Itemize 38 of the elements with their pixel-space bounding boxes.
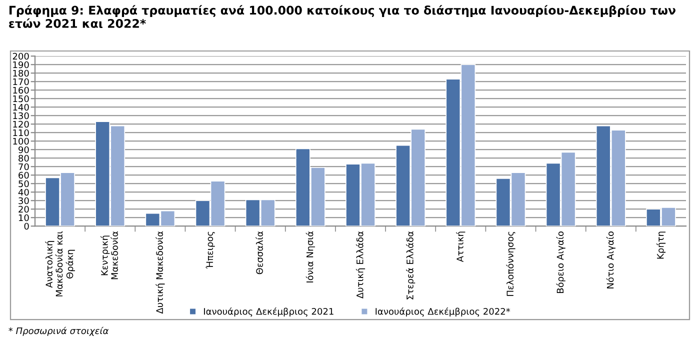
- x-tick-label: Νότιο Αιγαίο: [606, 231, 616, 288]
- y-tick-label: 140: [13, 104, 29, 111]
- y-tick-label: 160: [13, 86, 29, 94]
- y-tick-label: 10: [18, 214, 29, 222]
- y-tick-label: 50: [18, 180, 29, 188]
- x-tick-label: Πελοπόννησος: [506, 232, 516, 296]
- y-tick-label: 100: [13, 138, 29, 145]
- x-tick-label: Δυτική Ελλάδα: [356, 231, 366, 299]
- text: * Προσωρινά στοιχεία: [8, 326, 109, 336]
- y-tick-label: 190: [13, 61, 29, 68]
- x-tick-label: Ανατολική Μακεδονία και Θράκη: [45, 231, 75, 296]
- chart-title: Γράφημα 9: Ελαφρά τραυματίες ανά 100.000 κατοίκους για το διάστημα Ιανουαρίου-Δεκεμβρίου των ετών 2021 και 2022*: [9, 5, 676, 28]
- y-tick-label: 40: [18, 188, 29, 196]
- x-tick-label: Ιόνια Νησιά: [306, 231, 315, 282]
- y-tick-label: 150: [13, 95, 29, 102]
- y-tick-label: 200: [12, 52, 29, 60]
- x-tick-label: Κρήτη: [656, 232, 666, 259]
- y-tick-label: 110: [13, 129, 29, 136]
- x-tick-label: Ήπειρος: [206, 232, 215, 269]
- y-tick-label: 130: [13, 112, 29, 120]
- y-tick-label: 0: [24, 222, 29, 230]
- y-tick-label: 80: [18, 154, 29, 162]
- y-tick-label: 30: [18, 197, 29, 204]
- x-tick-label: Βόρειο Αιγαίο: [556, 231, 566, 293]
- x-tick-label: Θεσσαλία: [256, 231, 263, 274]
- y-tick-label: 90: [18, 146, 29, 154]
- y-tick-label: 70: [18, 163, 29, 170]
- x-tick-label: Αττική: [456, 232, 466, 262]
- legend-label: Ιανουάριος Δεκέμβριος 2021: [204, 307, 334, 317]
- y-tick-label: 170: [13, 78, 29, 86]
- x-tick-label: Δυτική Μακεδονία: [156, 231, 165, 314]
- legend-label: Ιανουάριος Δεκέμβριος 2022*: [376, 307, 510, 317]
- y-tick-label: 120: [13, 120, 29, 128]
- x-tick-label: Κεντρική Μακεδονία: [100, 231, 118, 280]
- x-tick-label: Στερεά Ελλάδα: [406, 231, 416, 300]
- y-tick-label: 20: [18, 206, 29, 213]
- y-tick-label: 60: [18, 172, 29, 179]
- y-tick-label: 180: [13, 70, 29, 77]
